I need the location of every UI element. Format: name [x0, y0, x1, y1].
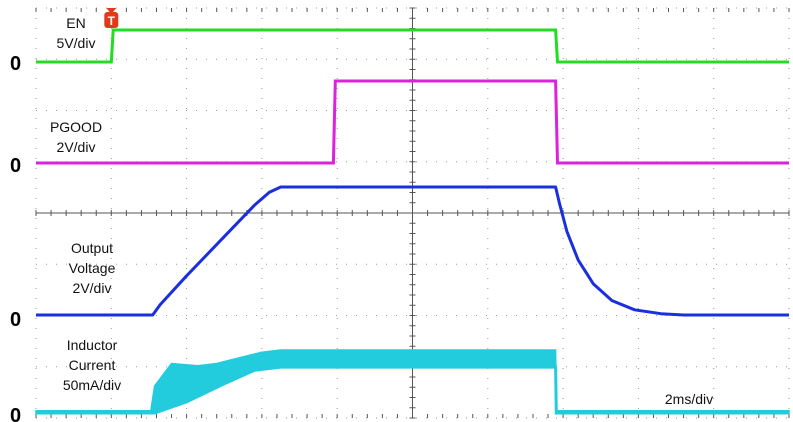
trigger-marker-label: T [108, 14, 116, 28]
plot-grid [35, 7, 790, 419]
il-zero-marker: 0 [10, 405, 21, 422]
time-scale-label: 2ms/div [665, 391, 713, 407]
plot-labels: EN 5V/div PGOOD 2V/div Output Voltage 2V/div In… [10, 8, 713, 422]
pgood-zero-marker: 0 [10, 155, 21, 177]
vout-channel-label: Voltage [69, 260, 116, 276]
il-channel-label: Current [69, 357, 116, 373]
pgood-trace [36, 79, 789, 165]
inductor-current-baseline [36, 365, 789, 415]
pgood-channel-label: PGOOD [50, 119, 102, 135]
en-trace [36, 28, 789, 64]
en-channel-label: EN [66, 15, 85, 31]
trigger-marker-icon [104, 12, 119, 28]
vout-zero-marker: 0 [10, 309, 21, 331]
il-channel-label: 50mA/div [63, 377, 121, 393]
il-channel-label: Inductor [67, 337, 118, 353]
vout-channel-label: Output [71, 240, 113, 256]
vout-channel-label: 2V/div [73, 280, 112, 296]
en-channel-label: 5V/div [57, 35, 96, 51]
output-voltage-trace [36, 185, 789, 317]
plot-traces [35, 28, 790, 415]
pgood-channel-label: 2V/div [57, 139, 96, 155]
trigger-arrow-icon [106, 8, 117, 14]
en-zero-marker: 0 [10, 53, 21, 75]
